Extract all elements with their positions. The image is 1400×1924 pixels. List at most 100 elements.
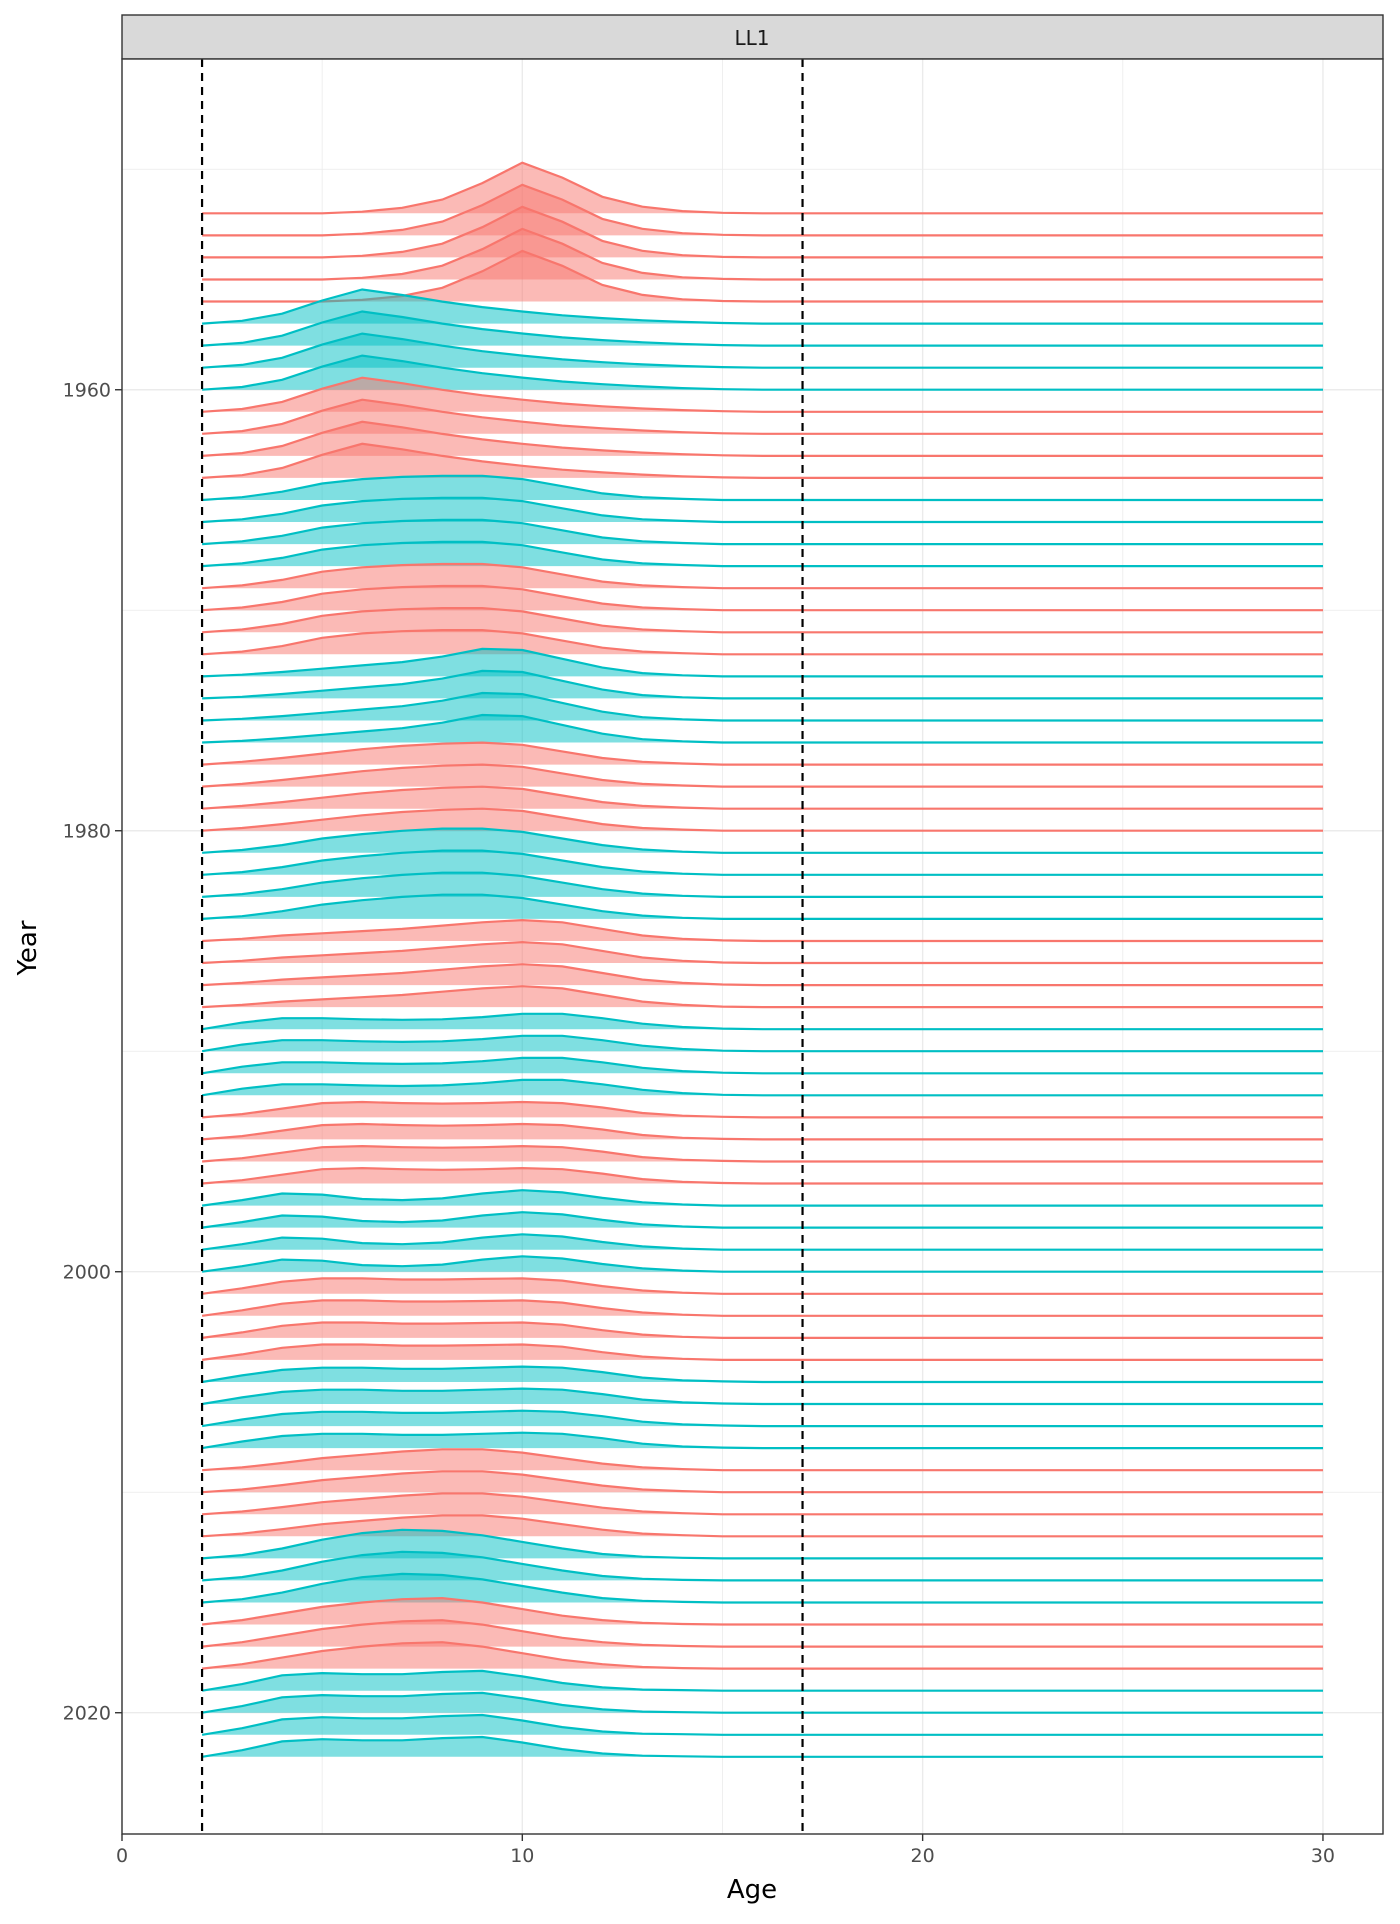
ridge-area xyxy=(202,986,1324,1008)
ridge-line xyxy=(202,741,1323,766)
ridge-line xyxy=(201,1189,1323,1207)
ridge-1984 xyxy=(202,893,1324,920)
ridge-line xyxy=(201,1596,1323,1626)
ridge-1983 xyxy=(202,871,1324,898)
ridge-1953 xyxy=(202,183,1324,237)
ridge-line xyxy=(201,1078,1323,1097)
ridge-line xyxy=(202,1448,1323,1472)
ridge-area xyxy=(202,1322,1324,1338)
ridge-area xyxy=(202,519,1324,545)
ridge-2018 xyxy=(201,1641,1324,1670)
ridge-line xyxy=(202,607,1323,634)
x-tick-label: 0 xyxy=(116,1845,128,1867)
ridge-2011 xyxy=(202,1492,1324,1516)
ridge-area xyxy=(202,1715,1324,1735)
ridge-area xyxy=(202,828,1324,853)
ridge-line xyxy=(202,1514,1323,1538)
ridge-1976 xyxy=(202,713,1324,744)
ridge-1985 xyxy=(202,918,1324,943)
ridge-line xyxy=(201,1365,1323,1384)
ridge-area xyxy=(202,715,1324,743)
ridge-line xyxy=(202,1100,1323,1119)
ridge-1978 xyxy=(202,763,1324,788)
ridge-area xyxy=(202,1642,1324,1669)
ridge-line xyxy=(202,713,1323,744)
ridge-area xyxy=(202,1344,1324,1360)
ridge-2009 xyxy=(202,1448,1324,1472)
ridge-1998 xyxy=(201,1211,1324,1229)
ridge-area xyxy=(202,1529,1324,1559)
x-tick-label: 20 xyxy=(911,1845,935,1867)
ridge-area xyxy=(202,1278,1324,1294)
ridge-area xyxy=(202,742,1324,765)
facet-label: LL1 xyxy=(734,26,769,50)
ridge-1960 xyxy=(202,354,1324,391)
ridge-area xyxy=(202,333,1324,368)
ridge-line xyxy=(202,420,1323,457)
ridge-line xyxy=(202,354,1323,391)
ridge-1991 xyxy=(201,1056,1324,1075)
ridge-area xyxy=(202,475,1324,500)
ridge-1981 xyxy=(202,827,1324,854)
ridge-area xyxy=(202,1692,1324,1713)
ridge-area xyxy=(202,942,1324,963)
ridge-area xyxy=(202,1124,1324,1140)
ridge-2010 xyxy=(202,1470,1324,1494)
ridge-2000 xyxy=(201,1255,1324,1273)
ridge-line xyxy=(202,827,1323,854)
ridge-area xyxy=(202,1493,1324,1515)
ridge-line xyxy=(201,1255,1323,1273)
ridge-2020 xyxy=(201,1691,1324,1714)
ridge-area xyxy=(202,1432,1324,1449)
ridge-series xyxy=(201,161,1324,1758)
ridge-line xyxy=(201,1034,1323,1053)
ridge-1968 xyxy=(202,540,1324,568)
ridge-area xyxy=(202,1515,1324,1537)
ridge-area xyxy=(202,443,1324,478)
ridge-line xyxy=(202,963,1323,987)
ridge-area xyxy=(202,786,1324,809)
ridge-line xyxy=(201,1669,1323,1692)
ridge-1957 xyxy=(202,288,1324,325)
ridge-1973 xyxy=(202,647,1324,678)
ridge-1982 xyxy=(202,849,1324,876)
ridge-area xyxy=(202,1146,1324,1162)
ridge-2002 xyxy=(201,1299,1324,1317)
ridge-area xyxy=(202,399,1324,434)
ridge-line xyxy=(201,1431,1323,1450)
ridge-line xyxy=(202,1122,1323,1141)
ridge-line xyxy=(202,1550,1323,1582)
ridge-1964 xyxy=(202,442,1324,479)
ridge-1967 xyxy=(202,518,1324,546)
y-tick-label: 2000 xyxy=(63,1262,111,1284)
ridge-line xyxy=(202,540,1323,568)
reference-lines xyxy=(200,59,804,1834)
ridge-area xyxy=(202,228,1324,280)
ridge-line xyxy=(201,1713,1323,1736)
x-axis-ticks: 0 10 20 30 xyxy=(116,1834,1335,1867)
ridge-1965 xyxy=(202,474,1324,502)
ridge-line xyxy=(201,1735,1323,1758)
ridge-2019 xyxy=(201,1669,1324,1692)
ridge-1988 xyxy=(202,985,1324,1009)
ridge-2003 xyxy=(201,1321,1324,1339)
ridge-2012 xyxy=(202,1514,1324,1538)
y-axis-ticks: 1960 1980 2000 2020 xyxy=(63,380,122,1725)
ridge-1994 xyxy=(202,1122,1324,1141)
ridge-area xyxy=(202,541,1324,567)
ridge-line xyxy=(202,398,1323,435)
ridge-2016 xyxy=(201,1596,1324,1626)
ridge-1952 xyxy=(202,161,1324,215)
ridge-1966 xyxy=(202,496,1324,524)
ridge-line xyxy=(201,1233,1323,1251)
ridge-line xyxy=(202,1492,1323,1516)
ridge-line xyxy=(202,918,1323,943)
ridge-line xyxy=(202,807,1323,832)
ridge-area xyxy=(202,872,1324,897)
ridge-line xyxy=(201,1012,1323,1031)
ridge-2015 xyxy=(202,1572,1324,1604)
ridge-line xyxy=(202,584,1323,612)
ridge-line xyxy=(202,1528,1323,1560)
ridge-area xyxy=(202,693,1324,721)
